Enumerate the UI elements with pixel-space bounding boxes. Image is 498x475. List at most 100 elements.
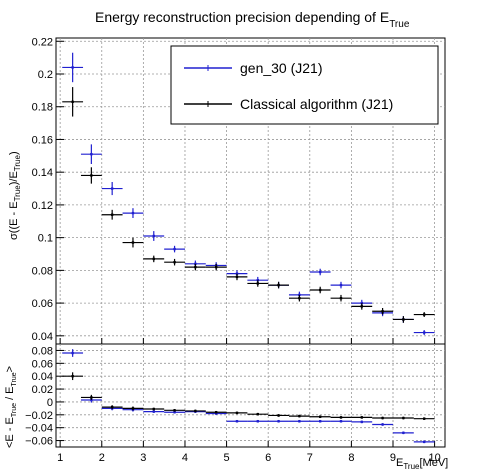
legend-label-classical: Classical algorithm (J21) [240, 96, 393, 112]
upper-classical-marker [194, 265, 197, 269]
upper-gen30-marker [152, 234, 155, 238]
upper-gen30-point [122, 208, 144, 218]
upper-classical-marker [318, 288, 322, 292]
x-tick-label: 9 [390, 452, 396, 464]
upper-gen30-point [143, 231, 165, 241]
x-tick-label: 5 [224, 452, 230, 464]
lower-classical-marker [360, 416, 363, 419]
lower-classical-point [143, 407, 165, 411]
upper-classical-point [205, 263, 227, 271]
lower-classical-point [205, 410, 227, 414]
lower-y-tick-label: 0.06 [32, 358, 53, 370]
lower-classical-point [372, 416, 393, 420]
lower-gen30-marker [173, 411, 176, 414]
lower-classical-marker [339, 416, 343, 419]
lower-gen30-marker [277, 420, 280, 423]
lower-gen30-marker [152, 410, 155, 413]
x-tick-label: 1 [57, 452, 63, 464]
upper-classical-marker [256, 282, 259, 285]
lower-gen30-marker [235, 420, 239, 423]
upper-gen30-marker [422, 331, 426, 334]
lower-gen30-point [309, 419, 331, 423]
x-tick-label: 7 [307, 452, 313, 464]
upper-y-tick-label: 0.16 [32, 134, 53, 146]
upper-classical-marker [173, 260, 176, 264]
lower-y-tick-label: −0.02 [25, 410, 53, 422]
upper-series-classical [62, 87, 435, 323]
x-tick-label: 8 [348, 452, 354, 464]
upper-y-ticks: 0.04 0.06 0.08 0.1 0.12 0.14 0.16 0.18 0.2 0.22 [32, 36, 436, 344]
lower-gen30-marker [422, 440, 426, 444]
upper-gen30-point [62, 52, 84, 83]
upper-classical-point [309, 286, 331, 294]
lower-classical-point [247, 412, 269, 416]
upper-classical-marker [110, 213, 114, 216]
chart-title: Energy reconstruction precision dependin… [95, 9, 410, 30]
lower-classical-marker [90, 396, 93, 399]
upper-classical-point [392, 316, 414, 323]
upper-gen30-marker [339, 283, 343, 287]
legend-label-gen30: gen_30 (J21) [240, 60, 323, 76]
upper-gen30-marker [90, 152, 93, 156]
lower-classical-marker [298, 414, 301, 418]
lower-classical-point [309, 415, 331, 419]
lower-classical-marker [214, 411, 218, 414]
lower-classical-point [164, 409, 185, 412]
lower-plot-frame [55, 343, 446, 448]
lower-gen30-marker [339, 420, 343, 423]
lower-classical-marker [152, 407, 155, 411]
legend-box [170, 45, 439, 125]
x-tick-label: 10 [428, 452, 440, 464]
upper-classical-marker [71, 100, 74, 104]
lower-classical-marker [71, 374, 74, 378]
lower-classical-point [184, 409, 206, 413]
upper-classical-marker [339, 296, 343, 300]
upper-classical-point [372, 308, 393, 315]
lower-gen30-marker [402, 431, 405, 435]
upper-classical-marker [131, 241, 135, 244]
lower-gen30-point [413, 440, 435, 444]
lower-series [62, 349, 435, 444]
lower-classical-marker [318, 415, 322, 418]
upper-series [62, 52, 435, 335]
lower-gen30-point [330, 419, 352, 423]
upper-y-tick-label: 0.14 [32, 167, 53, 179]
upper-classical-point [247, 280, 269, 287]
lower-gen30-marker [298, 420, 301, 423]
upper-classical-marker [360, 305, 363, 308]
upper-classical-point [101, 209, 123, 220]
legend: gen_30 (J21) Classical algorithm (J21) [170, 45, 439, 125]
upper-classical-point [413, 312, 435, 317]
upper-gen30-point [413, 330, 435, 335]
upper-gen30-point [80, 144, 102, 164]
lower-classical-point [122, 406, 144, 411]
upper-classical-point [164, 258, 185, 266]
lower-gen30-point [143, 410, 165, 413]
lower-classical-point [392, 416, 414, 420]
upper-classical-point [330, 294, 352, 302]
lower-y-tick-label: −0.06 [25, 436, 53, 448]
upper-gen30-marker [173, 247, 176, 251]
lower-classical-marker [235, 411, 239, 415]
upper-classical-point [288, 294, 310, 302]
lower-gen30-point [372, 423, 393, 426]
upper-gen30-marker [131, 211, 135, 215]
upper-y-tick-label: 0.04 [32, 331, 53, 343]
lower-classical-marker [422, 417, 426, 420]
lower-y-tick-label: 0.02 [32, 384, 53, 396]
lower-y-tick-label: 0.04 [32, 371, 53, 383]
upper-y-tick-label: 0.18 [32, 102, 53, 114]
upper-classical-marker [422, 313, 426, 316]
upper-classical-marker [90, 174, 93, 177]
lower-classical-point [268, 414, 289, 417]
lower-classical-marker [277, 414, 280, 417]
lower-y-tick-label: −0.04 [25, 423, 53, 435]
upper-gen30-marker [360, 301, 363, 305]
lower-gen30-marker [318, 420, 322, 423]
upper-y-axis-label: σ((E - ETrue)/ETrue) [8, 151, 22, 240]
upper-y-tick-label: 0.08 [32, 265, 53, 277]
lower-gen30-point [288, 419, 310, 423]
lower-classical-point [330, 416, 352, 419]
